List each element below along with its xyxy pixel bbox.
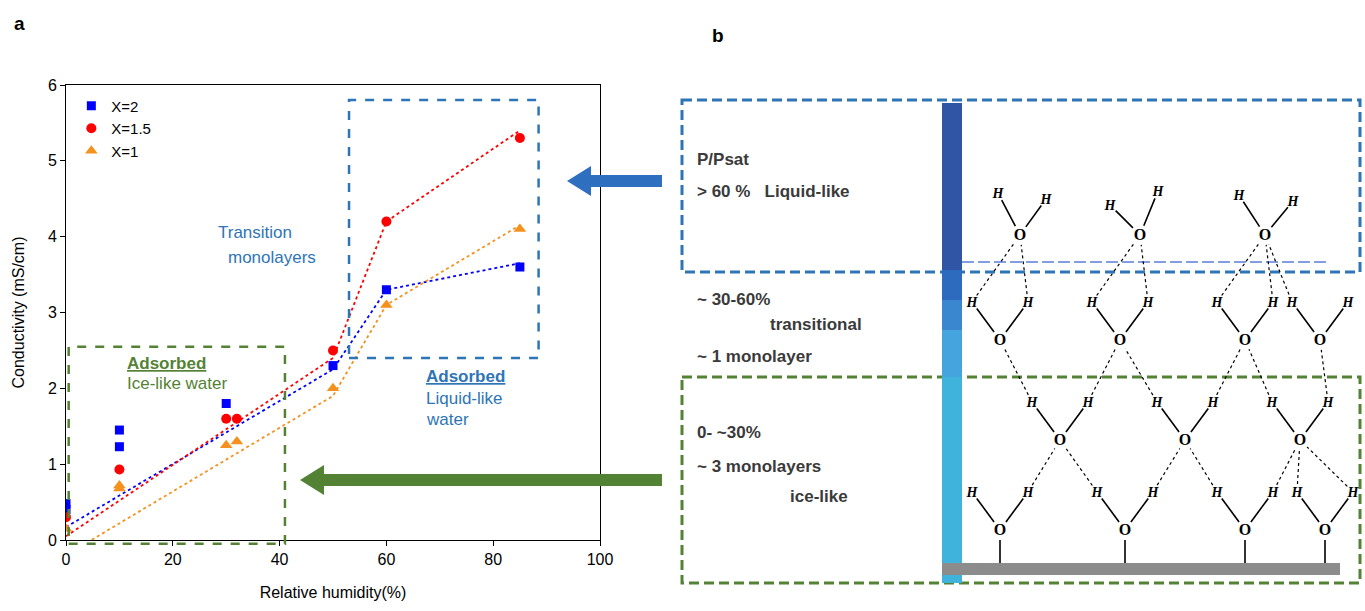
svg-text:~ 1 monolayer: ~ 1 monolayer [697,347,812,366]
svg-text:O: O [1294,431,1306,448]
svg-text:O: O [1314,331,1326,348]
svg-text:H: H [1151,395,1164,410]
svg-text:Transition: Transition [218,223,292,242]
svg-text:3: 3 [48,304,57,321]
svg-text:0: 0 [48,532,57,549]
svg-text:O: O [1119,521,1131,538]
svg-text:O: O [994,331,1006,348]
svg-text:H: H [1022,295,1035,310]
svg-text:H: H [1026,395,1039,410]
svg-text:H: H [1266,395,1279,410]
svg-text:H: H [1152,184,1165,199]
svg-text:H: H [1291,485,1304,500]
svg-text:H: H [966,295,979,310]
svg-text:40: 40 [271,551,289,568]
svg-text:H: H [1211,295,1224,310]
svg-text:5: 5 [48,152,57,169]
svg-text:X=2: X=2 [111,98,138,115]
svg-text:100: 100 [587,551,614,568]
svg-text:P/Psat: P/Psat [697,150,749,169]
svg-text:~ 30-60%: ~ 30-60% [697,290,770,309]
svg-text:H: H [1322,395,1335,410]
svg-text:H: H [1211,485,1224,500]
svg-text:O: O [1054,431,1066,448]
svg-text:H: H [1147,485,1160,500]
svg-text:Adsorbed: Adsorbed [426,367,505,386]
svg-text:H: H [966,485,979,500]
svg-text:> 60 % Liquid-like: > 60 % Liquid-like [697,182,850,201]
svg-text:H: H [1233,188,1246,203]
svg-text:b: b [712,25,724,46]
svg-text:H: H [992,186,1005,201]
svg-text:H: H [1287,194,1300,209]
svg-text:0: 0 [62,551,71,568]
svg-text:H: H [1267,295,1280,310]
svg-text:Relative humidity(%): Relative humidity(%) [260,584,407,601]
svg-text:H: H [1142,295,1155,310]
svg-text:O: O [1319,521,1331,538]
svg-text:water: water [426,410,469,429]
svg-text:20: 20 [164,551,182,568]
svg-text:H: H [1082,395,1095,410]
svg-text:60: 60 [378,551,396,568]
svg-text:H: H [1022,485,1035,500]
svg-text:H: H [1086,295,1099,310]
svg-text:0- ~30%: 0- ~30% [697,423,761,442]
svg-text:ice-like: ice-like [790,487,848,506]
svg-text:1: 1 [48,456,57,473]
svg-text:H: H [1267,485,1280,500]
svg-text:H: H [1347,485,1360,500]
svg-text:O: O [1239,331,1251,348]
svg-text:H: H [1207,395,1220,410]
svg-text:O: O [1134,226,1146,243]
svg-text:Ice-like water: Ice-like water [127,374,227,393]
svg-text:4: 4 [48,228,57,245]
svg-text:O: O [1114,331,1126,348]
svg-text:Adsorbed: Adsorbed [127,354,206,373]
svg-text:a: a [14,13,25,34]
svg-text:X=1.5: X=1.5 [111,120,151,137]
svg-text:O: O [994,521,1006,538]
svg-text:X=1: X=1 [111,143,138,160]
svg-text:O: O [1259,226,1271,243]
svg-text:H: H [1040,192,1053,207]
svg-text:Conductivity (mS/cm): Conductivity (mS/cm) [10,236,27,388]
svg-text:transitional: transitional [770,315,862,334]
svg-text:Liquid-like: Liquid-like [426,389,503,408]
svg-text:O: O [1239,521,1251,538]
svg-text:H: H [1091,485,1104,500]
svg-text:O: O [1014,226,1026,243]
svg-text:O: O [1179,431,1191,448]
svg-text:H: H [1286,295,1299,310]
svg-text:H: H [1104,198,1117,213]
svg-text:6: 6 [48,77,57,94]
svg-text:2: 2 [48,380,57,397]
svg-text:80: 80 [484,551,502,568]
svg-text:H: H [1342,295,1355,310]
svg-text:~ 3 monolayers: ~ 3 monolayers [697,457,821,476]
svg-text:monolayers: monolayers [228,248,316,267]
